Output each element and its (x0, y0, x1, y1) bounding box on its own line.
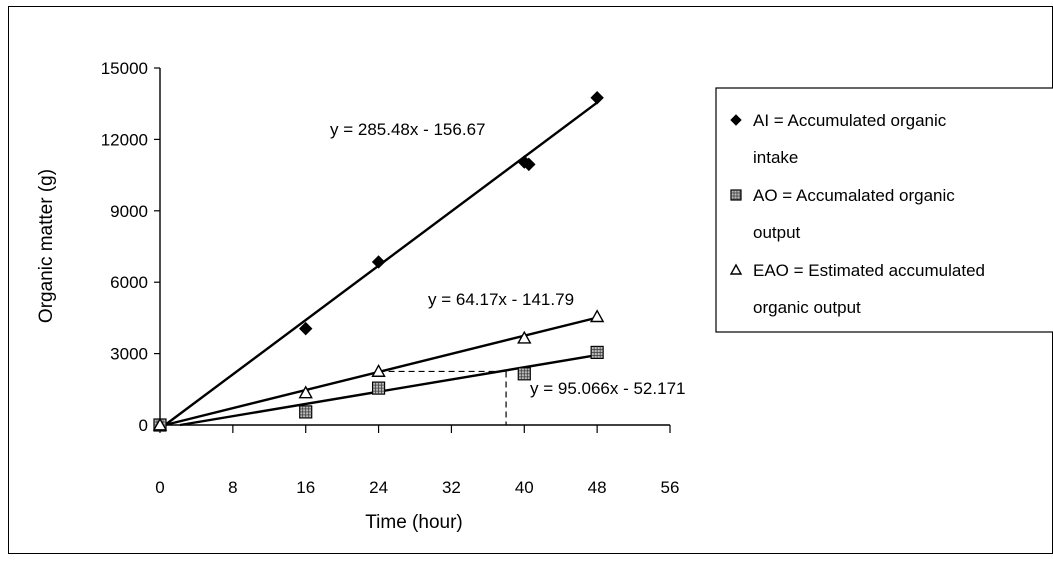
trendline-1 (179, 353, 598, 427)
trendline-equation-2: y = 95.066x - 52.171 (530, 379, 685, 398)
legend-label-2-line2: organic output (753, 298, 861, 317)
x-tick-label: 24 (369, 478, 388, 497)
y-tick-label: 15000 (101, 59, 148, 78)
trendline-equation-0: y = 285.48x - 156.67 (330, 120, 485, 139)
x-axis-title: Time (hour) (365, 512, 462, 533)
legend-label-2-line1: EAO = Estimated accumulated (753, 261, 985, 280)
x-tick-label: 0 (155, 478, 164, 497)
y-tick-label: 9000 (110, 202, 148, 221)
data-markers (152, 91, 605, 432)
y-tick-label: 12000 (101, 130, 148, 149)
ticks: 0 3000 6000 9000 12000 15000 0 8 16 24 32 40 48 56 (101, 59, 680, 497)
data-point-s1-1 (299, 405, 313, 419)
y-tick-label: 6000 (110, 273, 148, 292)
trendline-equation-1: y = 64.17x - 141.79 (428, 290, 574, 309)
data-point-s0-4 (522, 157, 536, 172)
x-tick-label: 56 (661, 478, 680, 497)
data-point-s2-4 (589, 309, 605, 323)
data-point-s2-1 (298, 385, 313, 399)
legend-marker-1 (730, 189, 742, 201)
y-tick-label: 3000 (110, 345, 148, 364)
y-axis-title: Organic matter (g) (36, 169, 57, 323)
x-tick-label: 16 (296, 478, 315, 497)
axes (159, 68, 670, 426)
labels: Time (hour) Organic matter (g) y = 285.48x… (36, 120, 685, 533)
x-tick-label: 40 (515, 478, 534, 497)
marker-square (730, 189, 742, 201)
legend-label-0-line1: AI = Accumulated organic (753, 111, 947, 130)
data-point-s2-2 (371, 364, 386, 377)
legend-marker-0 (730, 114, 742, 126)
legend-label-1-line1: AO = Accumalated organic (753, 186, 955, 205)
data-point-s0-5 (590, 91, 604, 105)
legend-label-1-line2: output (753, 223, 801, 242)
x-tick-label: 32 (442, 478, 461, 497)
legend-marker-2 (729, 263, 743, 275)
data-point-s2-3 (517, 330, 532, 344)
legend-label-0-line2: intake (753, 148, 798, 167)
data-point-s0-2 (371, 255, 386, 269)
data-point-s1-4 (590, 345, 604, 360)
x-tick-label: 48 (588, 478, 607, 497)
data-point-s1-3 (517, 367, 531, 381)
guide-lines (378, 370, 507, 425)
data-point-s2-0 (152, 417, 168, 431)
data-point-s0-1 (299, 321, 313, 336)
legend: AI = Accumulated organic intake AO = Accum… (715, 87, 1053, 333)
legend-box (715, 87, 1053, 333)
y-tick-label: 0 (139, 416, 148, 435)
data-point-s1-2 (371, 381, 386, 395)
x-tick-label: 8 (228, 478, 237, 497)
